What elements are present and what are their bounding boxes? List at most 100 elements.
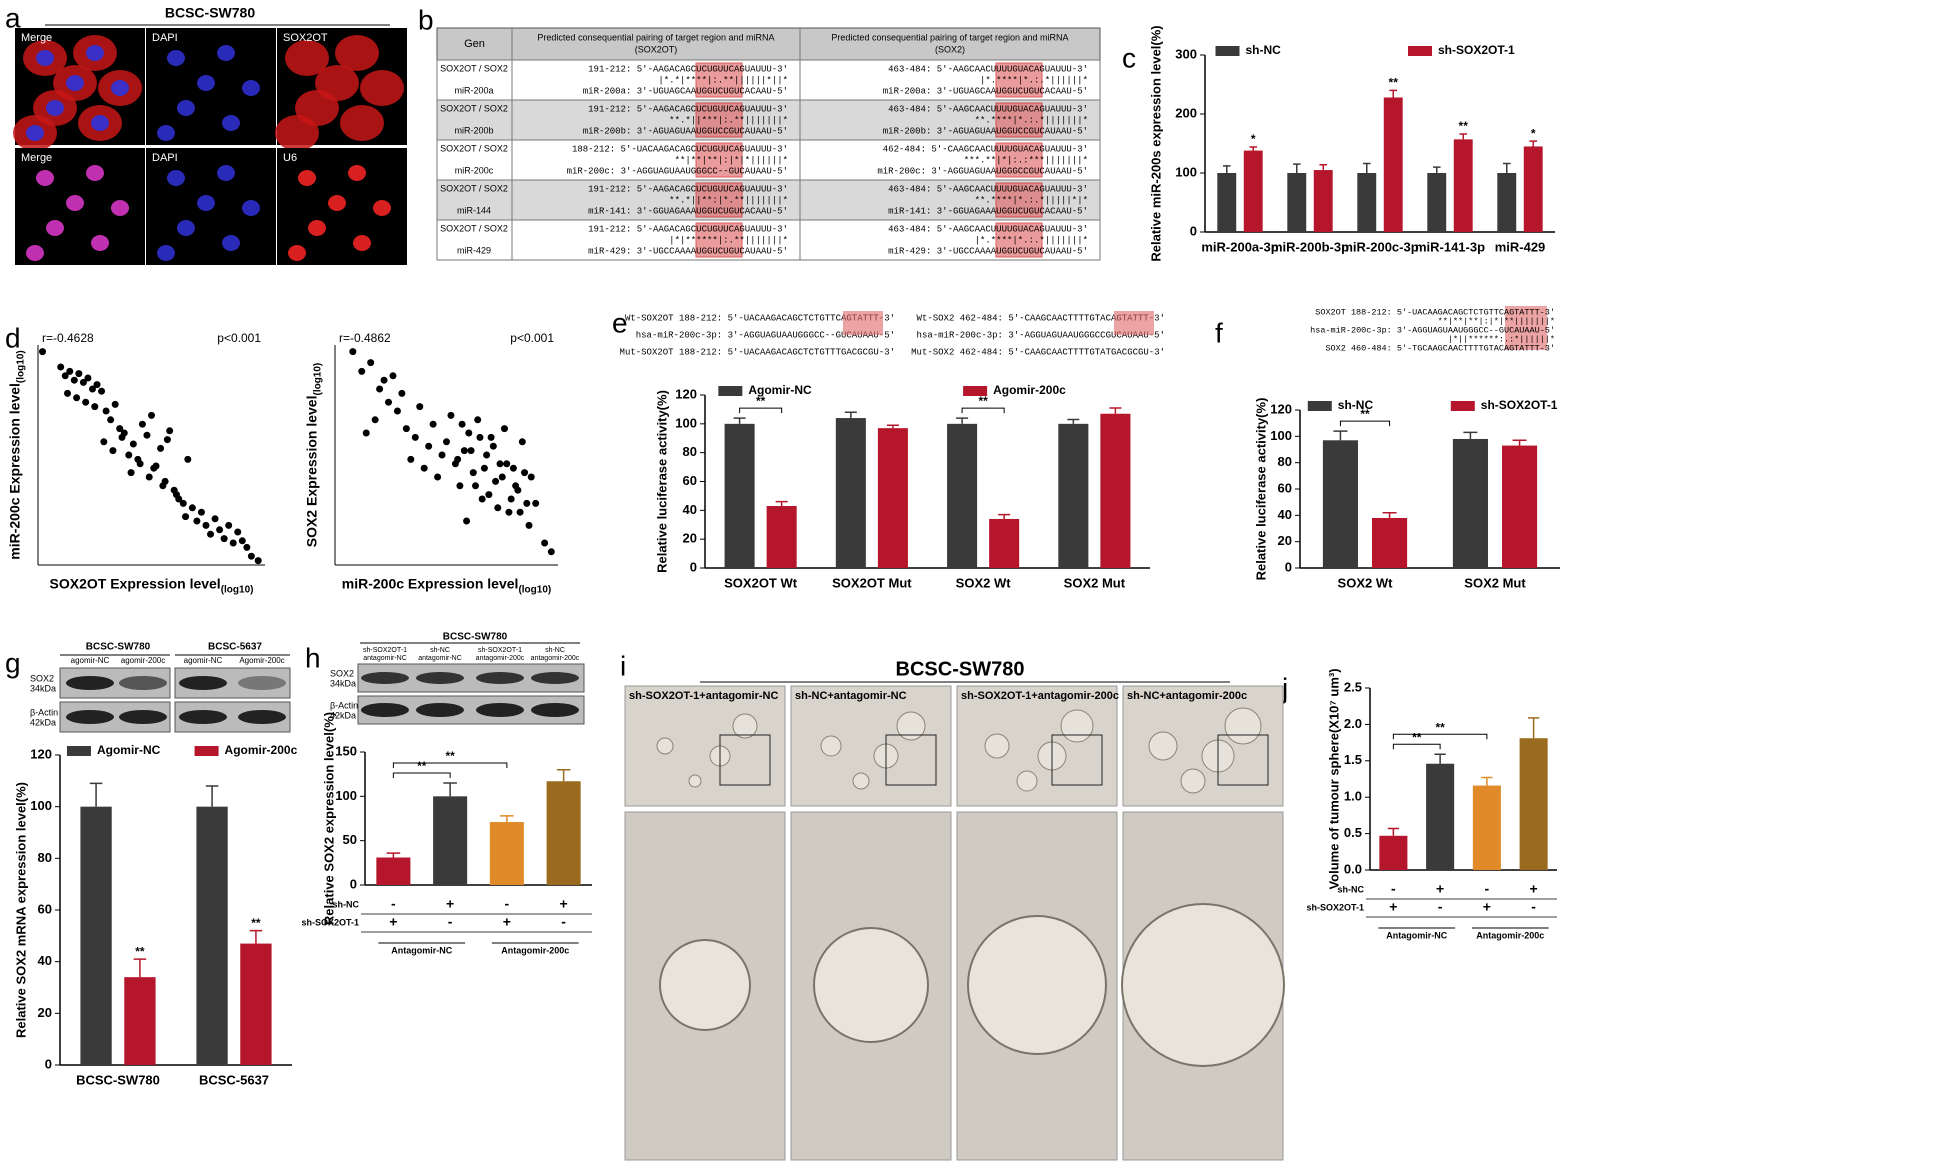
y-tick-label: 50 bbox=[343, 832, 357, 847]
y-tick-label: 100 bbox=[675, 415, 697, 430]
point bbox=[100, 438, 108, 446]
point bbox=[157, 444, 165, 452]
sequence: 463-484: 5′-AAGCAACUUUUGUACAGUAUUU-3′ bbox=[888, 64, 1088, 74]
point bbox=[500, 425, 508, 433]
point bbox=[474, 416, 482, 424]
sequence: 191-212: 5′-AAGACAGCUCUGUUCAGUAUUU-3′ bbox=[588, 184, 788, 194]
sphere bbox=[1224, 707, 1262, 745]
bar bbox=[1379, 835, 1408, 870]
y-tick-label: 20 bbox=[1278, 533, 1292, 548]
nucleus bbox=[217, 165, 235, 181]
point bbox=[98, 387, 106, 395]
table-header: (SOX2) bbox=[935, 44, 965, 54]
error-bar bbox=[1067, 418, 1080, 424]
point bbox=[463, 517, 471, 525]
y-tick-label: 0 bbox=[45, 1056, 52, 1071]
bar bbox=[724, 423, 755, 568]
blot-band bbox=[361, 703, 409, 717]
sequence: 463-484: 5′-AAGCAACUUUUGUACAGUAUUU-3′ bbox=[888, 104, 1088, 114]
sequence: Wt-SOX2 462-484: 5′-CAAGCAACTTTTGTACAGTA… bbox=[917, 313, 1165, 323]
image-label: Merge bbox=[21, 152, 52, 164]
table-cell: miR-429 bbox=[457, 245, 491, 255]
legend-label: sh-SOX2OT-1 bbox=[1438, 43, 1515, 57]
point bbox=[66, 367, 74, 375]
bar bbox=[1497, 173, 1517, 232]
error-bar bbox=[1382, 511, 1397, 518]
nucleus bbox=[353, 235, 371, 251]
table-cell: SOX2OT / SOX2 bbox=[440, 143, 508, 153]
significance-label: ** bbox=[1435, 720, 1445, 734]
sequence: 188-212: 5′-UACAAGACAGCUCUGUUCAGUAUUU-3′ bbox=[572, 144, 788, 154]
sphere bbox=[1180, 768, 1206, 794]
nucleus bbox=[46, 220, 64, 236]
point bbox=[73, 394, 81, 402]
y-tick-label: 2.0 bbox=[1344, 716, 1362, 731]
point bbox=[150, 464, 158, 472]
point bbox=[469, 469, 477, 477]
bar bbox=[196, 806, 228, 1065]
panel-label: c bbox=[1122, 42, 1136, 73]
point bbox=[371, 416, 379, 424]
error-bar bbox=[1333, 430, 1348, 441]
nucleus bbox=[298, 170, 316, 186]
y-axis-label: Relative miR-200s expression level(%) bbox=[1148, 25, 1163, 261]
blot-row-label: β-Actin bbox=[330, 700, 358, 710]
axis-label-main: miR-200c Expression level bbox=[7, 383, 23, 560]
bar bbox=[1058, 423, 1089, 568]
nucleus bbox=[222, 115, 240, 131]
y-tick-label: 40 bbox=[38, 953, 52, 968]
table-row bbox=[436, 59, 1101, 101]
legend-label: sh-NC bbox=[1338, 398, 1374, 412]
error-bar bbox=[844, 411, 857, 419]
significance-bracket bbox=[1392, 743, 1441, 750]
significance-label: ** bbox=[1360, 407, 1370, 421]
zoom-box bbox=[1217, 734, 1269, 786]
sequence: miR-200b: 3′-AGUAGUAAUGGUCCGUCAUAAU-5′ bbox=[883, 126, 1088, 136]
table-header: Gen bbox=[464, 38, 485, 50]
point bbox=[416, 403, 424, 411]
bar bbox=[1313, 170, 1333, 232]
sequence: ***.**|*|:.:***|||||||* bbox=[964, 155, 1088, 165]
error-bar bbox=[1459, 133, 1468, 140]
error-bar bbox=[733, 417, 746, 424]
error-bar bbox=[1529, 140, 1538, 147]
x-tick-label: BCSC-5637 bbox=[199, 1072, 269, 1087]
condition-sign: - bbox=[448, 914, 453, 930]
table-header: Predicted consequential pairing of targe… bbox=[831, 32, 1068, 42]
table-row bbox=[436, 179, 1101, 221]
point bbox=[188, 504, 196, 512]
point bbox=[429, 420, 437, 428]
sequence: miR-141: 3′-GGUAGAAAUGGUCUGUCACAAU-5′ bbox=[888, 206, 1088, 216]
y-tick-label: 300 bbox=[1175, 46, 1197, 61]
sequence: |*|******|:.**|||||||* bbox=[669, 235, 788, 245]
error-bar bbox=[1362, 162, 1371, 173]
condition-sign: + bbox=[560, 896, 568, 912]
y-tick-label: 60 bbox=[38, 901, 52, 916]
sequence: hsa-miR-200c-3p: 3′-AGGUAGUAAUGGGCC--GUC… bbox=[636, 330, 895, 340]
sequence: miR-200a: 3′-UGUAGCAAUGGUCUGUCACAAU-5′ bbox=[583, 86, 788, 96]
image-label: DAPI bbox=[152, 152, 178, 164]
seed-highlight bbox=[843, 311, 883, 335]
table-cell: miR-200a bbox=[454, 85, 493, 95]
blot-band bbox=[476, 672, 524, 684]
legend-swatch bbox=[1450, 401, 1475, 411]
point bbox=[480, 464, 488, 472]
error-bar bbox=[1512, 439, 1527, 446]
blot-row-label: 34kDa bbox=[30, 683, 56, 693]
point bbox=[136, 460, 144, 468]
point bbox=[358, 367, 366, 375]
lane-label: antagomir-NC bbox=[418, 655, 462, 662]
seed-highlight bbox=[995, 62, 1043, 98]
point bbox=[547, 548, 555, 556]
nucleus bbox=[66, 195, 84, 211]
x-tick-label: miR-200b-3p bbox=[1271, 239, 1349, 254]
legend-label: Agomir-NC bbox=[748, 383, 812, 397]
axis-label-main: SOX2 Expression level bbox=[304, 396, 320, 548]
sequence: miR-141: 3′-GGUAGAAAUGGUCUGUCACAAU-5′ bbox=[588, 206, 788, 216]
bar bbox=[1426, 763, 1455, 870]
y-tick-label: 80 bbox=[683, 444, 697, 459]
point bbox=[64, 389, 72, 397]
image-label: Merge bbox=[21, 32, 52, 44]
panel-label: i bbox=[620, 650, 626, 681]
legend-swatch bbox=[194, 746, 219, 756]
